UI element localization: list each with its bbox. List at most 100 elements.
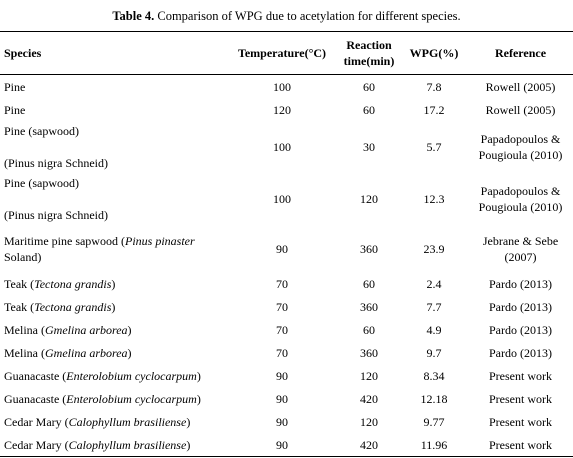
cell-wpg: 7.8 <box>426 79 442 94</box>
cell-species-suffix: ) <box>111 276 116 291</box>
cell-temperature: 90 <box>226 433 338 457</box>
cell-species-suffix: ) <box>186 437 191 452</box>
header-temperature: Temperature(°C) <box>226 31 338 75</box>
cell-reference-line2: Pougioula (2010) <box>478 200 563 214</box>
cell-species: Cedar Mary (Calophyllum brasiliense) <box>0 433 226 457</box>
header-reaction-line1: Reaction <box>346 38 392 52</box>
cell-reference-line2: (2007) <box>504 249 537 264</box>
cell-species-latin: Calophyllum brasiliense <box>68 414 187 429</box>
cell-species-latin: Tectona grandis <box>34 299 112 314</box>
cell-species: Teak (Tectona grandis) <box>0 272 226 295</box>
cell-species-suffix: ) <box>127 345 132 360</box>
table-row: Pine 120 60 17.2 Rowell (2005) <box>0 98 573 121</box>
cell-species: Cedar Mary (Calophyllum brasiliense) <box>0 410 226 433</box>
cell-reference: Present work <box>489 414 552 429</box>
cell-species: Pine (sapwood) (Pinus nigra Schneid) <box>0 173 226 225</box>
cell-temperature: 120 <box>273 102 291 117</box>
cell-species-latin: Gmelina arborea <box>45 345 128 360</box>
cell-reference: Present work <box>489 368 552 383</box>
cell-species-line2: Soland) <box>4 249 42 264</box>
cell-species-latin: Calophyllum brasiliense <box>68 437 187 452</box>
cell-species-prefix: Guanacaste ( <box>4 368 67 383</box>
cell-wpg: 2.4 <box>426 276 442 291</box>
cell-wpg: 8.34 <box>423 368 445 383</box>
cell-temperature: 90 <box>276 391 288 406</box>
cell-reference-line1: Jebrane & Sebe <box>482 233 559 248</box>
cell-species-latin: Enterolobium cyclocarpum <box>66 368 197 383</box>
cell-reference: Rowell (2005) <box>485 102 556 117</box>
cell-species-line1: Pine (sapwood) <box>4 176 79 190</box>
wpg-comparison-table: Species Temperature(°C) Reaction time(min… <box>0 31 573 457</box>
table-header-row: Species Temperature(°C) Reaction time(min… <box>0 31 573 75</box>
cell-species: Melina (Gmelina arborea) <box>0 318 226 341</box>
cell-species-suffix: ) <box>111 299 116 314</box>
cell-species-prefix: Teak ( <box>4 276 35 291</box>
cell-species-suffix: ) <box>127 322 132 337</box>
cell-reaction-time: 60 <box>363 79 375 94</box>
cell-temperature: 70 <box>276 322 288 337</box>
cell-species: Pine <box>4 102 26 117</box>
cell-wpg: 11.96 <box>400 433 468 457</box>
cell-species-latin: Tectona grandis <box>34 276 112 291</box>
cell-species-prefix: Melina ( <box>4 345 45 360</box>
cell-wpg: 17.2 <box>423 102 445 117</box>
cell-reference: Papadopoulos & Pougioula (2010) <box>468 173 573 225</box>
cell-species-suffix: ) <box>196 368 201 383</box>
table-row: Pine 100 60 7.8 Rowell (2005) <box>0 75 573 99</box>
cell-species-line2: (Pinus nigra Schneid) <box>4 156 108 170</box>
cell-temperature: 90 <box>276 414 288 429</box>
cell-reference: Papadopoulos & Pougioula (2010) <box>468 121 573 173</box>
cell-species-prefix: Melina ( <box>4 322 45 337</box>
cell-species-suffix: ) <box>196 391 201 406</box>
cell-reaction-time: 360 <box>360 345 378 360</box>
cell-reaction-time: 120 <box>360 368 378 383</box>
table-row: Teak (Tectona grandis) 70 60 2.4 Pardo (… <box>0 272 573 295</box>
cell-reaction-time: 60 <box>363 322 375 337</box>
cell-wpg: 9.7 <box>426 345 442 360</box>
cell-reaction-time: 30 <box>363 140 375 154</box>
cell-reference: Present work <box>468 433 573 457</box>
cell-species-line1: Pine (sapwood) <box>4 124 79 138</box>
cell-species-latin: Enterolobium cyclocarpum <box>66 391 197 406</box>
cell-wpg: 9.77 <box>423 414 445 429</box>
cell-reference-line1: Papadopoulos & <box>480 132 561 146</box>
cell-species-prefix: Maritime pine sapwood ( <box>4 233 125 248</box>
cell-species-suffix: ) <box>186 414 191 429</box>
cell-wpg: 4.9 <box>426 322 442 337</box>
cell-reaction-time: 60 <box>363 102 375 117</box>
cell-species: Teak (Tectona grandis) <box>0 295 226 318</box>
table-row: Pine (sapwood) (Pinus nigra Schneid) 100… <box>0 173 573 225</box>
cell-temperature: 90 <box>276 368 288 383</box>
cell-temperature: 100 <box>273 192 291 206</box>
table-caption: Table 4. Comparison of WPG due to acetyl… <box>0 9 573 23</box>
cell-wpg: 12.18 <box>420 391 448 406</box>
cell-temperature: 70 <box>276 276 288 291</box>
table-caption-label: Table 4. <box>112 9 155 23</box>
cell-reaction-time: 120 <box>360 192 378 206</box>
cell-reaction-time: 420 <box>338 433 400 457</box>
table-row: Guanacaste (Enterolobium cyclocarpum) 90… <box>0 364 573 387</box>
table-row: Maritime pine sapwood (Pinus pinaster Sol… <box>0 225 573 272</box>
cell-wpg: 23.9 <box>423 241 445 256</box>
cell-species: Pine (sapwood) (Pinus nigra Schneid) <box>0 121 226 173</box>
cell-species: Guanacaste (Enterolobium cyclocarpum) <box>0 364 226 387</box>
cell-reaction-time: 60 <box>363 276 375 291</box>
cell-species-prefix: Cedar Mary ( <box>4 414 69 429</box>
header-reaction-line2: time(min) <box>343 54 395 68</box>
cell-temperature: 100 <box>273 140 291 154</box>
cell-reference: Rowell (2005) <box>485 79 556 94</box>
cell-reaction-time: 120 <box>360 414 378 429</box>
cell-reaction-time: 360 <box>360 299 378 314</box>
cell-species-latin: Pinus pinaster <box>124 233 195 248</box>
cell-species-line2: (Pinus nigra Schneid) <box>4 208 108 222</box>
cell-reference: Pardo (2013) <box>489 276 552 291</box>
cell-species-prefix: Guanacaste ( <box>4 391 67 406</box>
cell-species-prefix: Teak ( <box>4 299 35 314</box>
cell-species-prefix: Cedar Mary ( <box>4 437 69 452</box>
cell-reference: Pardo (2013) <box>489 345 552 360</box>
cell-reference-line1: Papadopoulos & <box>480 184 561 198</box>
cell-reaction-time: 360 <box>360 241 378 256</box>
table-row: Pine (sapwood) (Pinus nigra Schneid) 100… <box>0 121 573 173</box>
cell-species: Melina (Gmelina arborea) <box>0 341 226 364</box>
cell-reaction-time: 420 <box>360 391 378 406</box>
